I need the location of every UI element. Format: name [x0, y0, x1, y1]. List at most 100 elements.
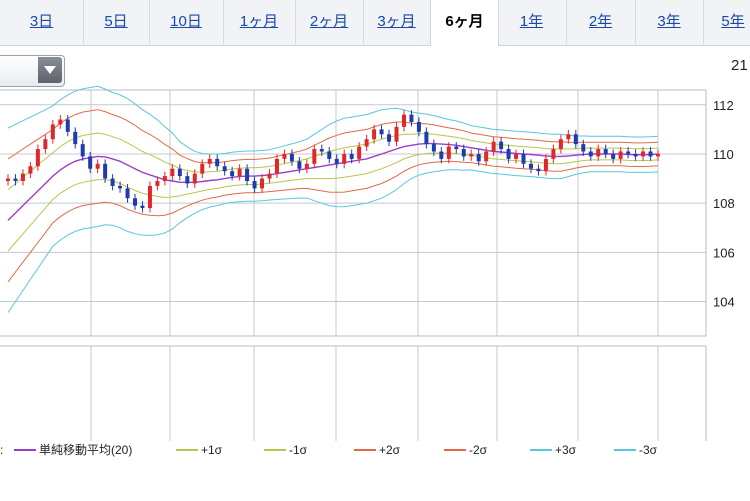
tab-label: 5日: [104, 13, 128, 30]
candle-body: [65, 119, 70, 132]
legend-swatch: [14, 448, 36, 451]
candle-body: [147, 185, 152, 209]
candle-body: [528, 163, 533, 169]
tab-label: 3日: [29, 13, 54, 30]
legend-item: -1σ: [264, 441, 307, 459]
legend-item: -2σ: [444, 441, 487, 459]
legend-swatch: [444, 448, 466, 451]
candle-body: [469, 153, 474, 157]
candle-body: [491, 141, 496, 152]
tab-label: 1年: [519, 13, 544, 30]
candle-body: [364, 139, 369, 147]
candle-body: [267, 173, 272, 179]
y-tick-label: 110: [713, 147, 734, 162]
legend-label: 単純移動平均(20): [39, 443, 133, 457]
candle-body: [394, 126, 399, 142]
candle-body: [499, 141, 504, 150]
period-tab-bar: 3日 5日 10日 1ヶ月 2ヶ月 3ヶ月 6ヶ月 1年 2年 3年 5年: [0, 0, 750, 46]
sma20-line: [7, 142, 659, 221]
tab-1[interactable]: 5日: [83, 0, 150, 44]
candle-body: [274, 158, 279, 174]
top-right-value: 21: [731, 57, 748, 74]
tab-label: 2ヶ月: [309, 13, 349, 30]
legend-label: +1σ: [201, 443, 223, 457]
tab-2[interactable]: 10日: [149, 0, 224, 44]
tab-10[interactable]: 5年: [703, 0, 750, 44]
tab-3[interactable]: 1ヶ月: [223, 0, 296, 44]
candle-body: [431, 144, 436, 152]
legend-swatch: [614, 448, 636, 451]
candle-body: [596, 149, 601, 157]
candle-body: [387, 134, 392, 142]
y-tick-label: 108: [713, 196, 735, 211]
candle-body: [289, 153, 294, 162]
candle-body: [103, 163, 108, 179]
plus-2-sigma-line: [7, 109, 659, 164]
candle-body: [476, 153, 481, 162]
tab-label: 6ヶ月: [445, 13, 484, 30]
candle-body: [207, 158, 212, 164]
minus-2-sigma-line: [7, 160, 659, 283]
candle-body: [558, 139, 563, 150]
candle-body: [43, 139, 48, 150]
candle-body: [140, 205, 145, 209]
legend-label: +3σ: [555, 443, 577, 457]
candle-body: [626, 151, 631, 154]
tab-9[interactable]: 3年: [635, 0, 704, 44]
legend-item: -3σ: [614, 441, 657, 459]
candle-body: [6, 178, 10, 182]
candle-body: [603, 149, 608, 154]
tab-label: 3ヶ月: [377, 13, 416, 30]
candle-body: [573, 134, 578, 145]
candle-body: [58, 119, 63, 125]
candle-body: [185, 176, 190, 184]
candle-body: [543, 158, 548, 172]
candle-body: [416, 121, 421, 132]
candle-body: [514, 153, 519, 159]
candle-body: [327, 151, 332, 159]
candle-body: [13, 178, 18, 182]
candle-body: [611, 153, 616, 159]
tab-7[interactable]: 1年: [497, 0, 567, 44]
y-tick-label: 112: [713, 98, 734, 113]
candle-body: [566, 134, 571, 140]
candle-body: [162, 176, 167, 182]
y-tick-label: 106: [713, 245, 735, 260]
triangle-down-icon: [44, 66, 56, 74]
candle-body: [312, 149, 317, 164]
candle-body: [454, 146, 459, 150]
candle-body: [282, 153, 287, 159]
legend-item: +1σ: [176, 441, 222, 459]
candle-body: [35, 149, 40, 167]
select-dropdown-button[interactable]: [38, 57, 62, 83]
candle-body: [357, 146, 362, 159]
candle-body: [439, 151, 444, 159]
candle-body: [319, 149, 324, 152]
candle-body: [588, 151, 593, 157]
candle-body: [252, 181, 257, 189]
candle-body: [551, 149, 556, 159]
tab-0[interactable]: 3日: [0, 0, 84, 44]
candle-body: [133, 198, 138, 206]
candle-body: [192, 173, 197, 184]
candle-body: [409, 114, 414, 122]
candle-body: [80, 144, 85, 157]
candle-body: [118, 185, 123, 189]
candle-body: [215, 158, 220, 167]
candle-body: [379, 129, 384, 135]
candle-body: [28, 166, 33, 174]
candle-body: [260, 178, 265, 189]
tab-label: 2年: [588, 13, 613, 30]
legend-label: -2σ: [469, 443, 488, 457]
minus-3-sigma-line: [7, 169, 659, 313]
bollinger-chart: 1041061081101122021/4/62021/4/272021/5/1…: [0, 85, 735, 441]
tab-label: 5年: [721, 13, 745, 30]
tab-4[interactable]: 2ヶ月: [295, 0, 364, 44]
candle-body: [342, 153, 347, 164]
candle-body: [245, 168, 250, 182]
tab-8[interactable]: 2年: [566, 0, 636, 44]
candle-body: [633, 153, 638, 157]
candle-body: [88, 156, 93, 169]
tab-6[interactable]: 6ヶ月: [430, 0, 499, 46]
legend-label: +2σ: [379, 443, 401, 457]
